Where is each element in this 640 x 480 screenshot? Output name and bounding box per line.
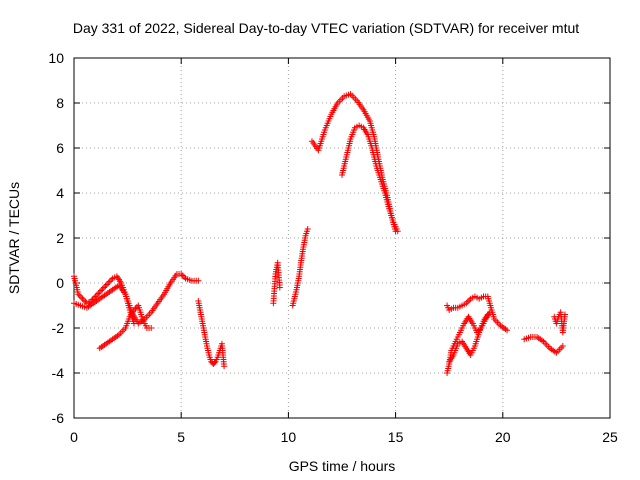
y-tick-label: 10 — [48, 50, 64, 66]
data-point — [195, 277, 202, 284]
data-point — [504, 327, 511, 334]
y-tick-label: -2 — [52, 320, 65, 336]
data-point — [276, 284, 283, 291]
series-group — [444, 293, 511, 334]
data-point — [304, 226, 311, 232]
series-group — [96, 302, 155, 352]
series-group — [270, 259, 283, 307]
y-tick-label: 0 — [56, 275, 64, 291]
series-group — [195, 298, 228, 370]
series-group — [446, 311, 491, 365]
y-axis-label: SDTVAR / TECUs — [6, 182, 22, 294]
series-group — [521, 334, 566, 356]
y-tick-label: 6 — [56, 140, 64, 156]
x-tick-label: 5 — [177, 429, 185, 445]
x-tick-label: 25 — [602, 429, 618, 445]
y-tick-label: 8 — [56, 95, 64, 111]
data-point — [211, 359, 218, 366]
chart-title: Day 331 of 2022, Sidereal Day-to-day VTE… — [73, 20, 579, 36]
x-axis-label: GPS time / hours — [289, 458, 396, 474]
data-point — [484, 311, 491, 318]
series-group — [339, 122, 401, 235]
series-group — [289, 226, 311, 309]
y-tick-label: 2 — [56, 230, 64, 246]
data-point — [561, 311, 568, 318]
data-point — [148, 325, 155, 331]
x-tick-label: 0 — [70, 429, 78, 445]
x-tick-label: 15 — [388, 429, 404, 445]
x-tick-label: 10 — [281, 429, 297, 445]
ticks: 0 5 10 15 20 25 -6 -4 -2 0 2 4 6 8 10 — [48, 50, 618, 445]
series-group — [551, 309, 568, 336]
data-marks — [71, 91, 568, 376]
data-point — [394, 228, 401, 235]
data-point — [221, 363, 228, 370]
y-tick-label: -4 — [52, 365, 65, 381]
y-tick-label: -6 — [52, 410, 65, 426]
x-tick-label: 20 — [495, 429, 511, 445]
grid — [74, 58, 610, 418]
y-tick-label: 4 — [56, 185, 64, 201]
data-point — [559, 343, 566, 349]
